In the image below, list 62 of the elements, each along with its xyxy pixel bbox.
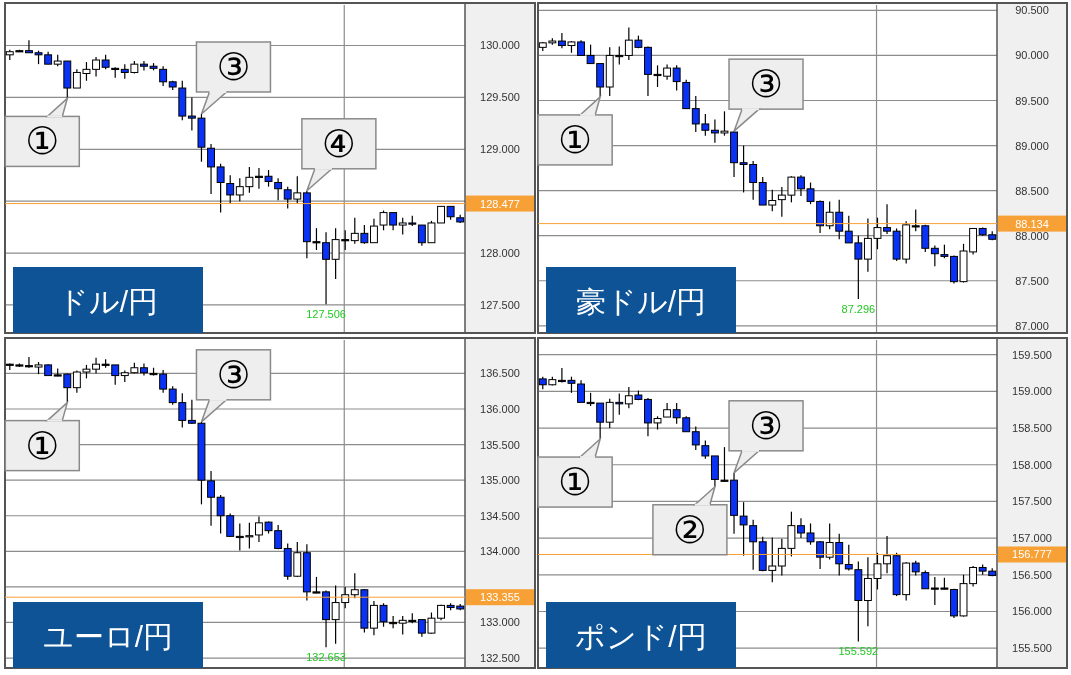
annotation: ① [25,120,60,163]
callout: ① [4,96,81,168]
title: ユーロ/円 [13,602,203,668]
callout: ③ [195,41,272,115]
y-tick-label: 130.000 [480,39,520,52]
y-tick-label: 158.500 [1012,422,1052,435]
annotation: ① [558,118,593,161]
y-tick-label: 87.000 [1015,319,1049,332]
annotation: ③ [216,353,251,396]
y-tick-label: 159.500 [1012,348,1052,361]
callout: ③ [728,400,804,474]
y-tick-label: 88.500 [1015,184,1049,197]
y-tick-label: 155.500 [1012,642,1052,655]
y-tick-label: 87.500 [1015,274,1049,287]
y-tick-label: 135.000 [480,474,520,487]
title: ポンド/円 [546,602,736,668]
callout: ④ [301,118,377,192]
annotation: ① [25,424,60,467]
callout: ② [652,484,728,556]
y-tick-label: 88.000 [1015,229,1049,242]
ref-line-label: 128.477 [480,197,520,210]
y-tick-label: 89.000 [1015,139,1049,152]
annotation: 132.653 [306,651,346,664]
y-tick-label: 127.500 [480,298,520,311]
y-tick-label: 157.500 [1012,495,1052,508]
y-tick-label: 129.500 [480,91,520,104]
y-tick-label: 133.000 [480,616,520,629]
annotation: ④ [321,122,356,165]
title: 豪ドル/円 [546,267,736,333]
callout: ① [537,436,613,508]
ref-line-label: 88.134 [1015,217,1049,230]
y-tick-label: 90.000 [1015,49,1049,62]
y-tick-label: 134.000 [480,545,520,558]
annotation: ① [558,461,593,504]
y-tick-label: 158.000 [1012,458,1052,471]
title: ドル/円 [13,267,203,333]
annotation: ③ [748,404,784,447]
y-tick-label: 136.000 [480,403,520,416]
y-tick-label: 134.500 [480,509,520,522]
y-tick-label: 156.000 [1012,605,1052,618]
y-tick-label: 90.500 [1015,4,1049,17]
ref-line-label: 133.355 [480,591,520,604]
callout: ③ [195,349,272,423]
y-tick-label: 156.500 [1012,568,1052,581]
callout: ① [537,94,613,166]
y-tick-label: 128.000 [480,247,520,260]
annotation: 87.296 [841,303,876,316]
y-tick-label: 136.500 [480,367,520,380]
y-tick-label: 157.000 [1012,532,1052,545]
callout: ③ [728,58,804,132]
callout: ① [4,400,81,472]
annotation: ③ [748,63,784,106]
y-tick-label: 132.500 [480,652,520,665]
annotation: 127.506 [306,308,346,321]
y-tick-label: 89.500 [1015,94,1049,107]
y-tick-label: 129.000 [480,143,520,156]
annotation: ② [672,508,707,551]
y-tick-label: 159.000 [1012,385,1052,398]
annotation: ③ [216,45,251,88]
y-tick-label: 135.500 [480,438,520,451]
annotation: 155.592 [838,645,879,658]
ref-line-label: 156.777 [1012,548,1052,561]
